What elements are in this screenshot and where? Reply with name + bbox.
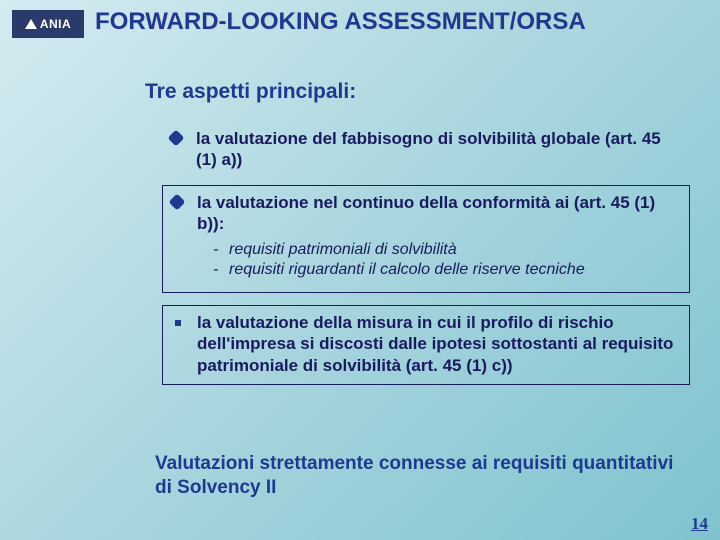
bullet-3-text: la valutazione della misura in cui il pr… [197, 313, 673, 375]
bullet-3: la valutazione della misura in cui il pr… [171, 312, 681, 376]
bullet-2-sub2: requisiti riguardanti il calcolo delle r… [213, 260, 681, 280]
bullet-1: la valutazione del fabbisogno di solvibi… [170, 128, 680, 171]
bullet-1-text: la valutazione del fabbisogno di solvibi… [196, 129, 661, 169]
logo-triangle-icon [25, 19, 37, 29]
logo: ANIA [12, 10, 84, 38]
boxed-bullet-2: la valutazione nel continuo della confor… [162, 185, 690, 294]
bullet-2-sublist: requisiti patrimoniali di solvibilità re… [197, 240, 681, 280]
bullet-2: la valutazione nel continuo della confor… [171, 192, 681, 281]
footer-text: Valutazioni strettamente connesse ai req… [155, 452, 695, 500]
bullet-2-sub1: requisiti patrimoniali di solvibilità [213, 240, 681, 260]
bullet-2-text: la valutazione nel continuo della confor… [197, 193, 655, 233]
subtitle: Tre aspetti principali: [145, 80, 356, 104]
page-number: 14 [691, 514, 708, 534]
content-area: la valutazione del fabbisogno di solvibi… [170, 128, 680, 385]
page-title: FORWARD-LOOKING ASSESSMENT/ORSA [95, 8, 586, 36]
logo-text: ANIA [40, 17, 71, 31]
boxed-bullet-3: la valutazione della misura in cui il pr… [162, 305, 690, 385]
